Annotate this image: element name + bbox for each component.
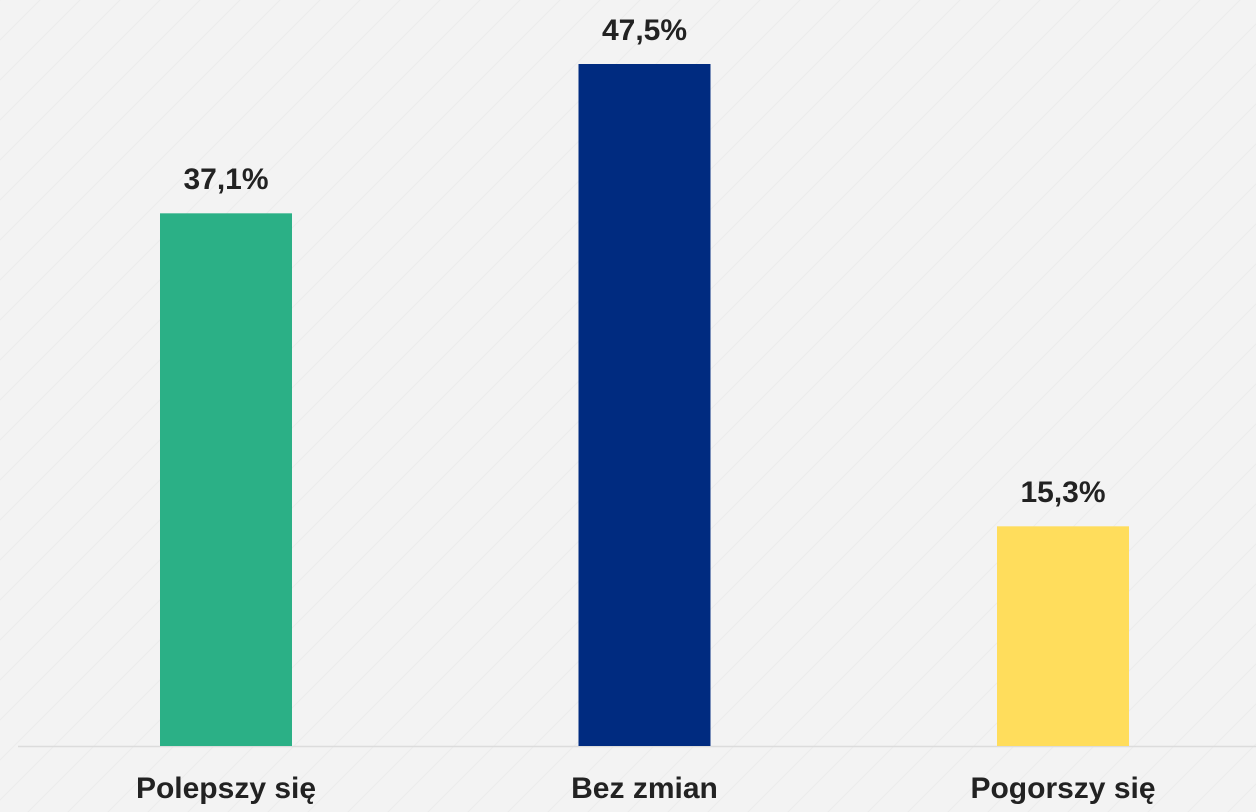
x-tick-label: Bez zmian bbox=[571, 772, 718, 805]
bar bbox=[578, 64, 711, 746]
x-tick-label: Polepszy się bbox=[136, 772, 316, 805]
value-label: 15,3% bbox=[1020, 476, 1105, 509]
x-tick-label: Pogorszy się bbox=[970, 772, 1155, 805]
bar bbox=[997, 526, 1129, 746]
value-label: 47,5% bbox=[602, 14, 687, 47]
value-label: 37,1% bbox=[183, 163, 268, 196]
bar bbox=[160, 213, 292, 747]
